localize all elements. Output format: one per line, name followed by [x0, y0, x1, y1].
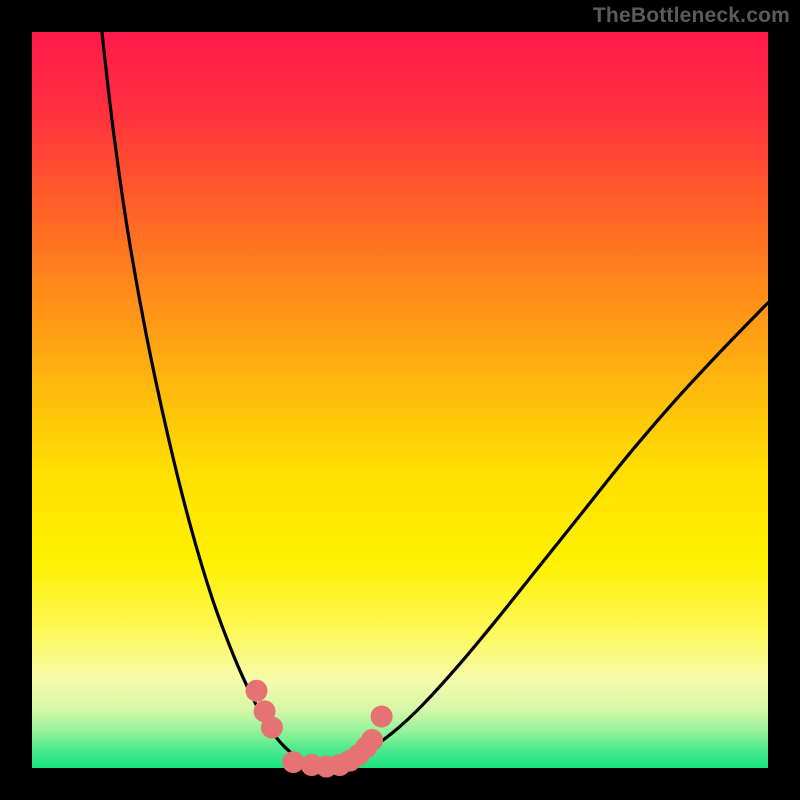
data-marker — [371, 705, 393, 727]
data-marker — [245, 680, 267, 702]
chart-container: TheBottleneck.com — [0, 0, 800, 800]
bottleneck-curve-right — [323, 303, 768, 767]
watermark-text: TheBottleneck.com — [593, 4, 790, 28]
plot-area — [32, 32, 768, 768]
curve-layer — [32, 32, 768, 768]
marker-group — [245, 680, 392, 778]
bottleneck-curve-left — [102, 32, 323, 767]
data-marker — [282, 751, 304, 773]
data-marker — [361, 729, 383, 751]
data-marker — [261, 717, 283, 739]
